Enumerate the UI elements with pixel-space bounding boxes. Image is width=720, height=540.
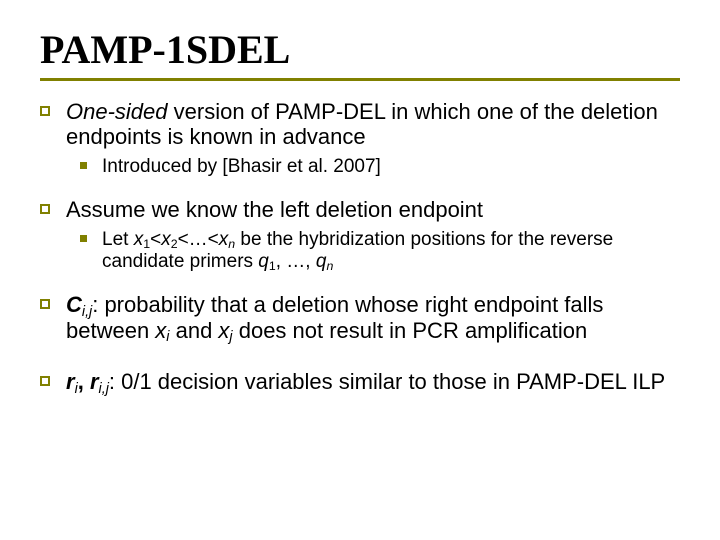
text-run: q — [316, 251, 327, 272]
bullet-level-2: Let x1<x2<…<xn be the hybridization posi… — [80, 229, 680, 273]
text-run: C — [66, 292, 82, 317]
text-run: < — [150, 229, 161, 250]
bullet-level-1: Assume we know the left deletion endpoin… — [40, 197, 680, 222]
square-bullet-icon — [40, 197, 66, 222]
sub-bullet-text: Let x1<x2<…<xn be the hybridization posi… — [102, 229, 680, 273]
spacer — [40, 400, 680, 420]
slide-title: PAMP-1SDEL — [40, 28, 680, 72]
title-rule — [40, 78, 680, 81]
text-run: : 0/1 decision variables similar to thos… — [109, 369, 665, 394]
spacer — [40, 177, 680, 197]
text-run: i — [75, 381, 78, 397]
text-run: r — [90, 369, 99, 394]
square-bullet-icon — [40, 292, 66, 343]
text-run: Assume we know the left deletion endpoin… — [66, 197, 483, 222]
bullet-text: Assume we know the left deletion endpoin… — [66, 197, 680, 222]
text-run: x — [219, 229, 229, 250]
text-run: j — [229, 329, 232, 345]
text-run: i,j — [99, 381, 109, 397]
square-filled-bullet-icon — [80, 156, 102, 178]
square-bullet-icon — [40, 99, 66, 150]
text-run: , …, — [276, 251, 316, 272]
bullet-level-1: Ci,j: probability that a deletion whose … — [40, 292, 680, 343]
text-run: does not result in PCR amplification — [233, 318, 588, 343]
text-run: n — [326, 259, 333, 273]
text-run: Introduced by [Bhasir et al. 2007] — [102, 156, 381, 177]
text-run: and — [169, 318, 218, 343]
bullet-text: One-sided version of PAMP-DEL in which o… — [66, 99, 680, 150]
square-bullet-icon — [40, 369, 66, 394]
text-run: Let — [102, 229, 134, 250]
bullet-level-1: ri, ri,j: 0/1 decision variables similar… — [40, 369, 680, 394]
text-run: 1 — [269, 259, 276, 273]
slide-body: One-sided version of PAMP-DEL in which o… — [40, 99, 680, 420]
text-run: x — [134, 229, 144, 250]
text-run: 2 — [171, 237, 178, 251]
text-run: x — [218, 318, 229, 343]
bullet-text: Ci,j: probability that a deletion whose … — [66, 292, 680, 343]
sub-bullet-text: Introduced by [Bhasir et al. 2007] — [102, 156, 680, 178]
square-filled-bullet-icon — [80, 229, 102, 273]
bullet-level-2: Introduced by [Bhasir et al. 2007] — [80, 156, 680, 178]
text-run: x — [155, 318, 166, 343]
text-run: <…< — [178, 229, 219, 250]
text-run: q — [258, 251, 269, 272]
bullet-level-1: One-sided version of PAMP-DEL in which o… — [40, 99, 680, 150]
text-run: r — [66, 369, 75, 394]
text-run: n — [228, 237, 235, 251]
spacer — [40, 272, 680, 292]
spacer — [40, 349, 680, 369]
bullet-text: ri, ri,j: 0/1 decision variables similar… — [66, 369, 680, 394]
text-run: 1 — [143, 237, 150, 251]
text-run: x — [161, 229, 171, 250]
slide: PAMP-1SDEL One-sided version of PAMP-DEL… — [0, 0, 720, 540]
text-run: One-sided — [66, 99, 168, 124]
text-run: i,j — [82, 304, 92, 320]
text-run: , — [78, 369, 90, 394]
